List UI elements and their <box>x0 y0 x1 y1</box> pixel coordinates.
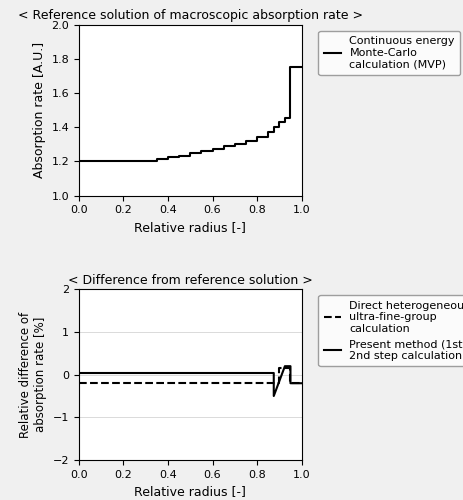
Present method (1st +
2nd step calculation) <box>287 363 293 369</box>
Continuous energy
Monte-Carlo
calculation (MVP) <box>232 143 237 149</box>
Continuous energy
Monte-Carlo
calculation (MVP) <box>220 143 226 149</box>
Continuous energy
Monte-Carlo
calculation (MVP) <box>187 150 193 156</box>
Legend: Continuous energy
Monte-Carlo
calculation (MVP): Continuous energy Monte-Carlo calculatio… <box>318 30 459 75</box>
Y-axis label: Absorption rate [A.U.]: Absorption rate [A.U.] <box>33 42 46 178</box>
X-axis label: Relative radius [-]: Relative radius [-] <box>134 486 246 498</box>
Continuous energy
Monte-Carlo
calculation (MVP) <box>76 158 81 164</box>
Line: Direct heterogeneous
ultra-fine-group
calculation: Direct heterogeneous ultra-fine-group ca… <box>79 368 301 383</box>
Continuous energy
Monte-Carlo
calculation (MVP) <box>187 152 193 158</box>
Continuous energy
Monte-Carlo
calculation (MVP) <box>176 154 181 160</box>
Continuous energy
Monte-Carlo
calculation (MVP) <box>232 140 237 146</box>
Continuous energy
Monte-Carlo
calculation (MVP) <box>254 134 259 140</box>
Continuous energy
Monte-Carlo
calculation (MVP) <box>143 158 148 164</box>
Continuous energy
Monte-Carlo
calculation (MVP) <box>270 130 276 136</box>
Direct heterogeneous
ultra-fine-group
calculation <box>276 366 282 372</box>
Continuous energy
Monte-Carlo
calculation (MVP) <box>287 64 293 70</box>
Continuous energy
Monte-Carlo
calculation (MVP) <box>198 150 204 156</box>
Continuous energy
Monte-Carlo
calculation (MVP) <box>282 119 287 125</box>
Title: < Reference solution of macroscopic absorption rate >: < Reference solution of macroscopic abso… <box>18 10 362 22</box>
Present method (1st +
2nd step calculation) <box>270 370 276 376</box>
Continuous energy
Monte-Carlo
calculation (MVP) <box>198 148 204 154</box>
Y-axis label: Relative difference of
absorption rate [%]: Relative difference of absorption rate [… <box>19 312 47 438</box>
Continuous energy
Monte-Carlo
calculation (MVP) <box>265 134 270 140</box>
Direct heterogeneous
ultra-fine-group
calculation <box>298 380 304 386</box>
Present method (1st +
2nd step calculation) <box>270 393 276 399</box>
Line: Present method (1st +
2nd step calculation): Present method (1st + 2nd step calculati… <box>79 366 301 396</box>
Continuous energy
Monte-Carlo
calculation (MVP) <box>165 154 170 160</box>
Continuous energy
Monte-Carlo
calculation (MVP) <box>209 146 215 152</box>
Continuous energy
Monte-Carlo
calculation (MVP) <box>165 156 170 162</box>
Continuous energy
Monte-Carlo
calculation (MVP) <box>143 158 148 164</box>
Continuous energy
Monte-Carlo
calculation (MVP) <box>243 140 248 146</box>
Continuous energy
Monte-Carlo
calculation (MVP) <box>243 138 248 144</box>
Continuous energy
Monte-Carlo
calculation (MVP) <box>298 64 304 70</box>
Continuous energy
Monte-Carlo
calculation (MVP) <box>298 64 304 70</box>
X-axis label: Relative radius [-]: Relative radius [-] <box>134 221 246 234</box>
Continuous energy
Monte-Carlo
calculation (MVP) <box>287 115 293 121</box>
Continuous energy
Monte-Carlo
calculation (MVP) <box>254 138 259 144</box>
Continuous energy
Monte-Carlo
calculation (MVP) <box>276 119 282 125</box>
Present method (1st +
2nd step calculation) <box>282 363 287 369</box>
Direct heterogeneous
ultra-fine-group
calculation <box>76 380 81 386</box>
Direct heterogeneous
ultra-fine-group
calculation <box>287 380 293 386</box>
Present method (1st +
2nd step calculation) <box>282 363 287 369</box>
Continuous energy
Monte-Carlo
calculation (MVP) <box>176 152 181 158</box>
Continuous energy
Monte-Carlo
calculation (MVP) <box>282 115 287 121</box>
Continuous energy
Monte-Carlo
calculation (MVP) <box>154 156 159 162</box>
Continuous energy
Monte-Carlo
calculation (MVP) <box>209 148 215 154</box>
Continuous energy
Monte-Carlo
calculation (MVP) <box>220 146 226 152</box>
Continuous energy
Monte-Carlo
calculation (MVP) <box>270 124 276 130</box>
Direct heterogeneous
ultra-fine-group
calculation <box>287 366 293 372</box>
Continuous energy
Monte-Carlo
calculation (MVP) <box>276 124 282 130</box>
Present method (1st +
2nd step calculation) <box>298 380 304 386</box>
Present method (1st +
2nd step calculation) <box>76 370 81 376</box>
Continuous energy
Monte-Carlo
calculation (MVP) <box>265 130 270 136</box>
Line: Continuous energy
Monte-Carlo
calculation (MVP): Continuous energy Monte-Carlo calculatio… <box>79 67 301 160</box>
Legend: Direct heterogeneous
ultra-fine-group
calculation, Present method (1st +
2nd ste: Direct heterogeneous ultra-fine-group ca… <box>318 295 463 366</box>
Title: < Difference from reference solution >: < Difference from reference solution > <box>68 274 312 287</box>
Direct heterogeneous
ultra-fine-group
calculation <box>276 380 282 386</box>
Continuous energy
Monte-Carlo
calculation (MVP) <box>154 158 159 164</box>
Present method (1st +
2nd step calculation) <box>287 380 293 386</box>
